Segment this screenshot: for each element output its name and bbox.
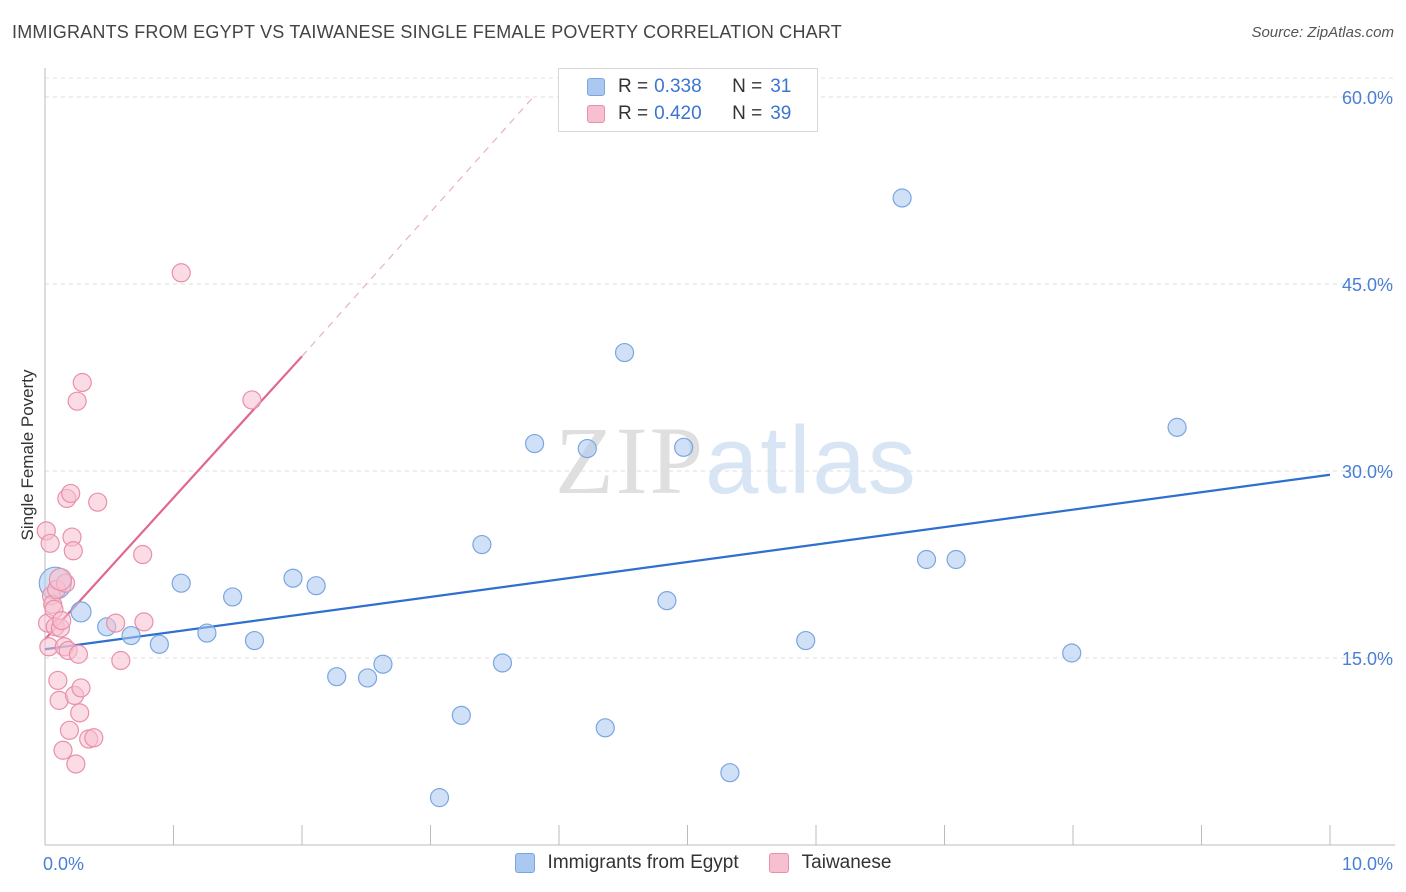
data-point-s0-26	[892, 188, 912, 208]
legend-swatch-taiwanese	[587, 105, 605, 123]
series-legend-egypt: Immigrants from Egypt	[514, 852, 739, 874]
axes	[44, 68, 1395, 846]
data-point-s1-21	[63, 541, 83, 561]
data-point-s0-22	[657, 591, 677, 611]
series-legend: Immigrants from Egypt Taiwanese	[0, 852, 1406, 874]
data-point-s1-3	[40, 533, 60, 553]
data-point-s1-30	[84, 728, 104, 748]
data-point-s1-34	[133, 544, 153, 565]
y-tick-label-30: 30.0%	[1342, 462, 1393, 482]
data-point-s0-18	[524, 433, 545, 454]
data-point-s0-21	[614, 342, 635, 363]
legend-swatch-egypt	[587, 78, 605, 96]
data-points	[36, 188, 1187, 808]
grid-lines	[45, 77, 1395, 659]
watermark-zip: ZIP	[555, 407, 705, 514]
data-point-s1-13	[53, 740, 73, 760]
data-point-s0-20	[595, 718, 615, 738]
chart-title: IMMIGRANTS FROM EGYPT VS TAIWANESE SINGL…	[12, 22, 842, 42]
data-point-s1-26	[70, 703, 90, 723]
data-point-s0-29	[1062, 643, 1082, 663]
data-point-s0-14	[429, 788, 450, 808]
data-point-s1-27	[71, 678, 91, 698]
data-point-s0-13	[373, 654, 393, 674]
data-point-s0-25	[796, 630, 816, 651]
legend-r-value: 0.338	[654, 76, 702, 97]
watermark-atlas: atlas	[705, 407, 918, 514]
data-point-s0-23	[674, 437, 694, 457]
y-tick-label-15: 15.0%	[1342, 649, 1393, 669]
legend-row-taiwanese: R = 0.420 N = 39	[559, 101, 791, 127]
legend-r-value: 0.420	[654, 103, 702, 124]
data-point-s1-18	[59, 720, 80, 740]
data-point-s0-3	[121, 625, 141, 646]
legend-n-value: 39	[770, 103, 792, 124]
data-point-s1-9	[48, 670, 68, 691]
data-point-s0-17	[492, 653, 513, 673]
series-name-taiwanese: Taiwanese	[801, 852, 892, 873]
x-tick-label-min: 0.0%	[43, 854, 84, 874]
y-tick-label-45: 45.0%	[1342, 275, 1393, 295]
data-point-s0-8	[244, 630, 265, 651]
data-point-s0-5	[171, 573, 191, 593]
data-point-s0-10	[306, 576, 326, 596]
data-point-s0-11	[327, 667, 347, 687]
data-point-s1-36	[171, 263, 191, 283]
data-point-s0-12	[357, 668, 378, 688]
data-point-s1-35	[134, 612, 154, 632]
stats-legend: R = 0.338 N = 31 R = 0.420 N = 39	[558, 68, 818, 132]
legend-n-label: N =	[732, 103, 763, 124]
legend-r-label: R =	[618, 103, 649, 124]
data-point-s1-38	[48, 567, 73, 592]
data-point-s0-19	[577, 438, 597, 459]
data-point-s0-16	[472, 534, 492, 555]
data-point-s0-4	[149, 634, 169, 654]
source-label: Source: ZipAtlas.com	[1251, 24, 1394, 41]
legend-n-value: 31	[770, 76, 792, 97]
data-point-s1-12	[52, 610, 72, 631]
trend-lines	[44, 96, 1331, 651]
legend-row-egypt: R = 0.338 N = 31	[559, 74, 791, 100]
series-swatch-taiwanese	[768, 853, 789, 873]
data-point-s1-24	[67, 391, 87, 411]
data-point-s0-30	[1167, 417, 1187, 437]
y-tick-label-60: 60.0%	[1342, 88, 1393, 108]
data-point-s1-28	[72, 372, 92, 393]
data-point-s0-24	[720, 763, 740, 783]
data-point-s0-15	[451, 705, 471, 725]
data-point-s0-7	[223, 587, 243, 607]
data-point-s1-31	[88, 492, 108, 512]
series-name-egypt: Immigrants from Egypt	[547, 852, 739, 873]
data-point-s0-27	[916, 549, 937, 570]
series-swatch-egypt	[514, 853, 535, 873]
data-point-s1-37	[242, 390, 262, 410]
trend-line-dashed-1	[301, 96, 534, 357]
data-point-s1-23	[66, 754, 86, 774]
data-point-s1-32	[106, 613, 126, 633]
tick-labels: 15.0% 30.0% 45.0% 60.0% 0.0% 10.0%	[43, 88, 1393, 874]
data-point-s0-6	[197, 623, 217, 643]
data-point-s1-25	[68, 644, 89, 664]
watermark: ZIPatlas	[555, 405, 918, 516]
series-legend-taiwanese: Taiwanese	[768, 852, 892, 874]
x-tick-label-max: 10.0%	[1342, 854, 1393, 874]
legend-r-label: R =	[618, 76, 649, 97]
trend-line-0	[44, 473, 1331, 651]
data-point-s0-1	[70, 601, 92, 623]
data-point-s0-28	[946, 549, 966, 570]
legend-n-label: N =	[732, 76, 763, 97]
data-point-s0-9	[283, 568, 303, 588]
data-point-s1-19	[61, 483, 81, 504]
data-point-s1-33	[111, 650, 131, 671]
